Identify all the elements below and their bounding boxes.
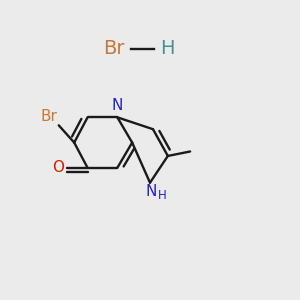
Text: Br: Br xyxy=(103,39,125,58)
Text: H: H xyxy=(160,39,175,58)
Text: H: H xyxy=(158,189,166,202)
Text: N: N xyxy=(146,184,157,199)
Text: O: O xyxy=(52,160,64,175)
Text: N: N xyxy=(112,98,123,113)
Text: Br: Br xyxy=(40,109,57,124)
